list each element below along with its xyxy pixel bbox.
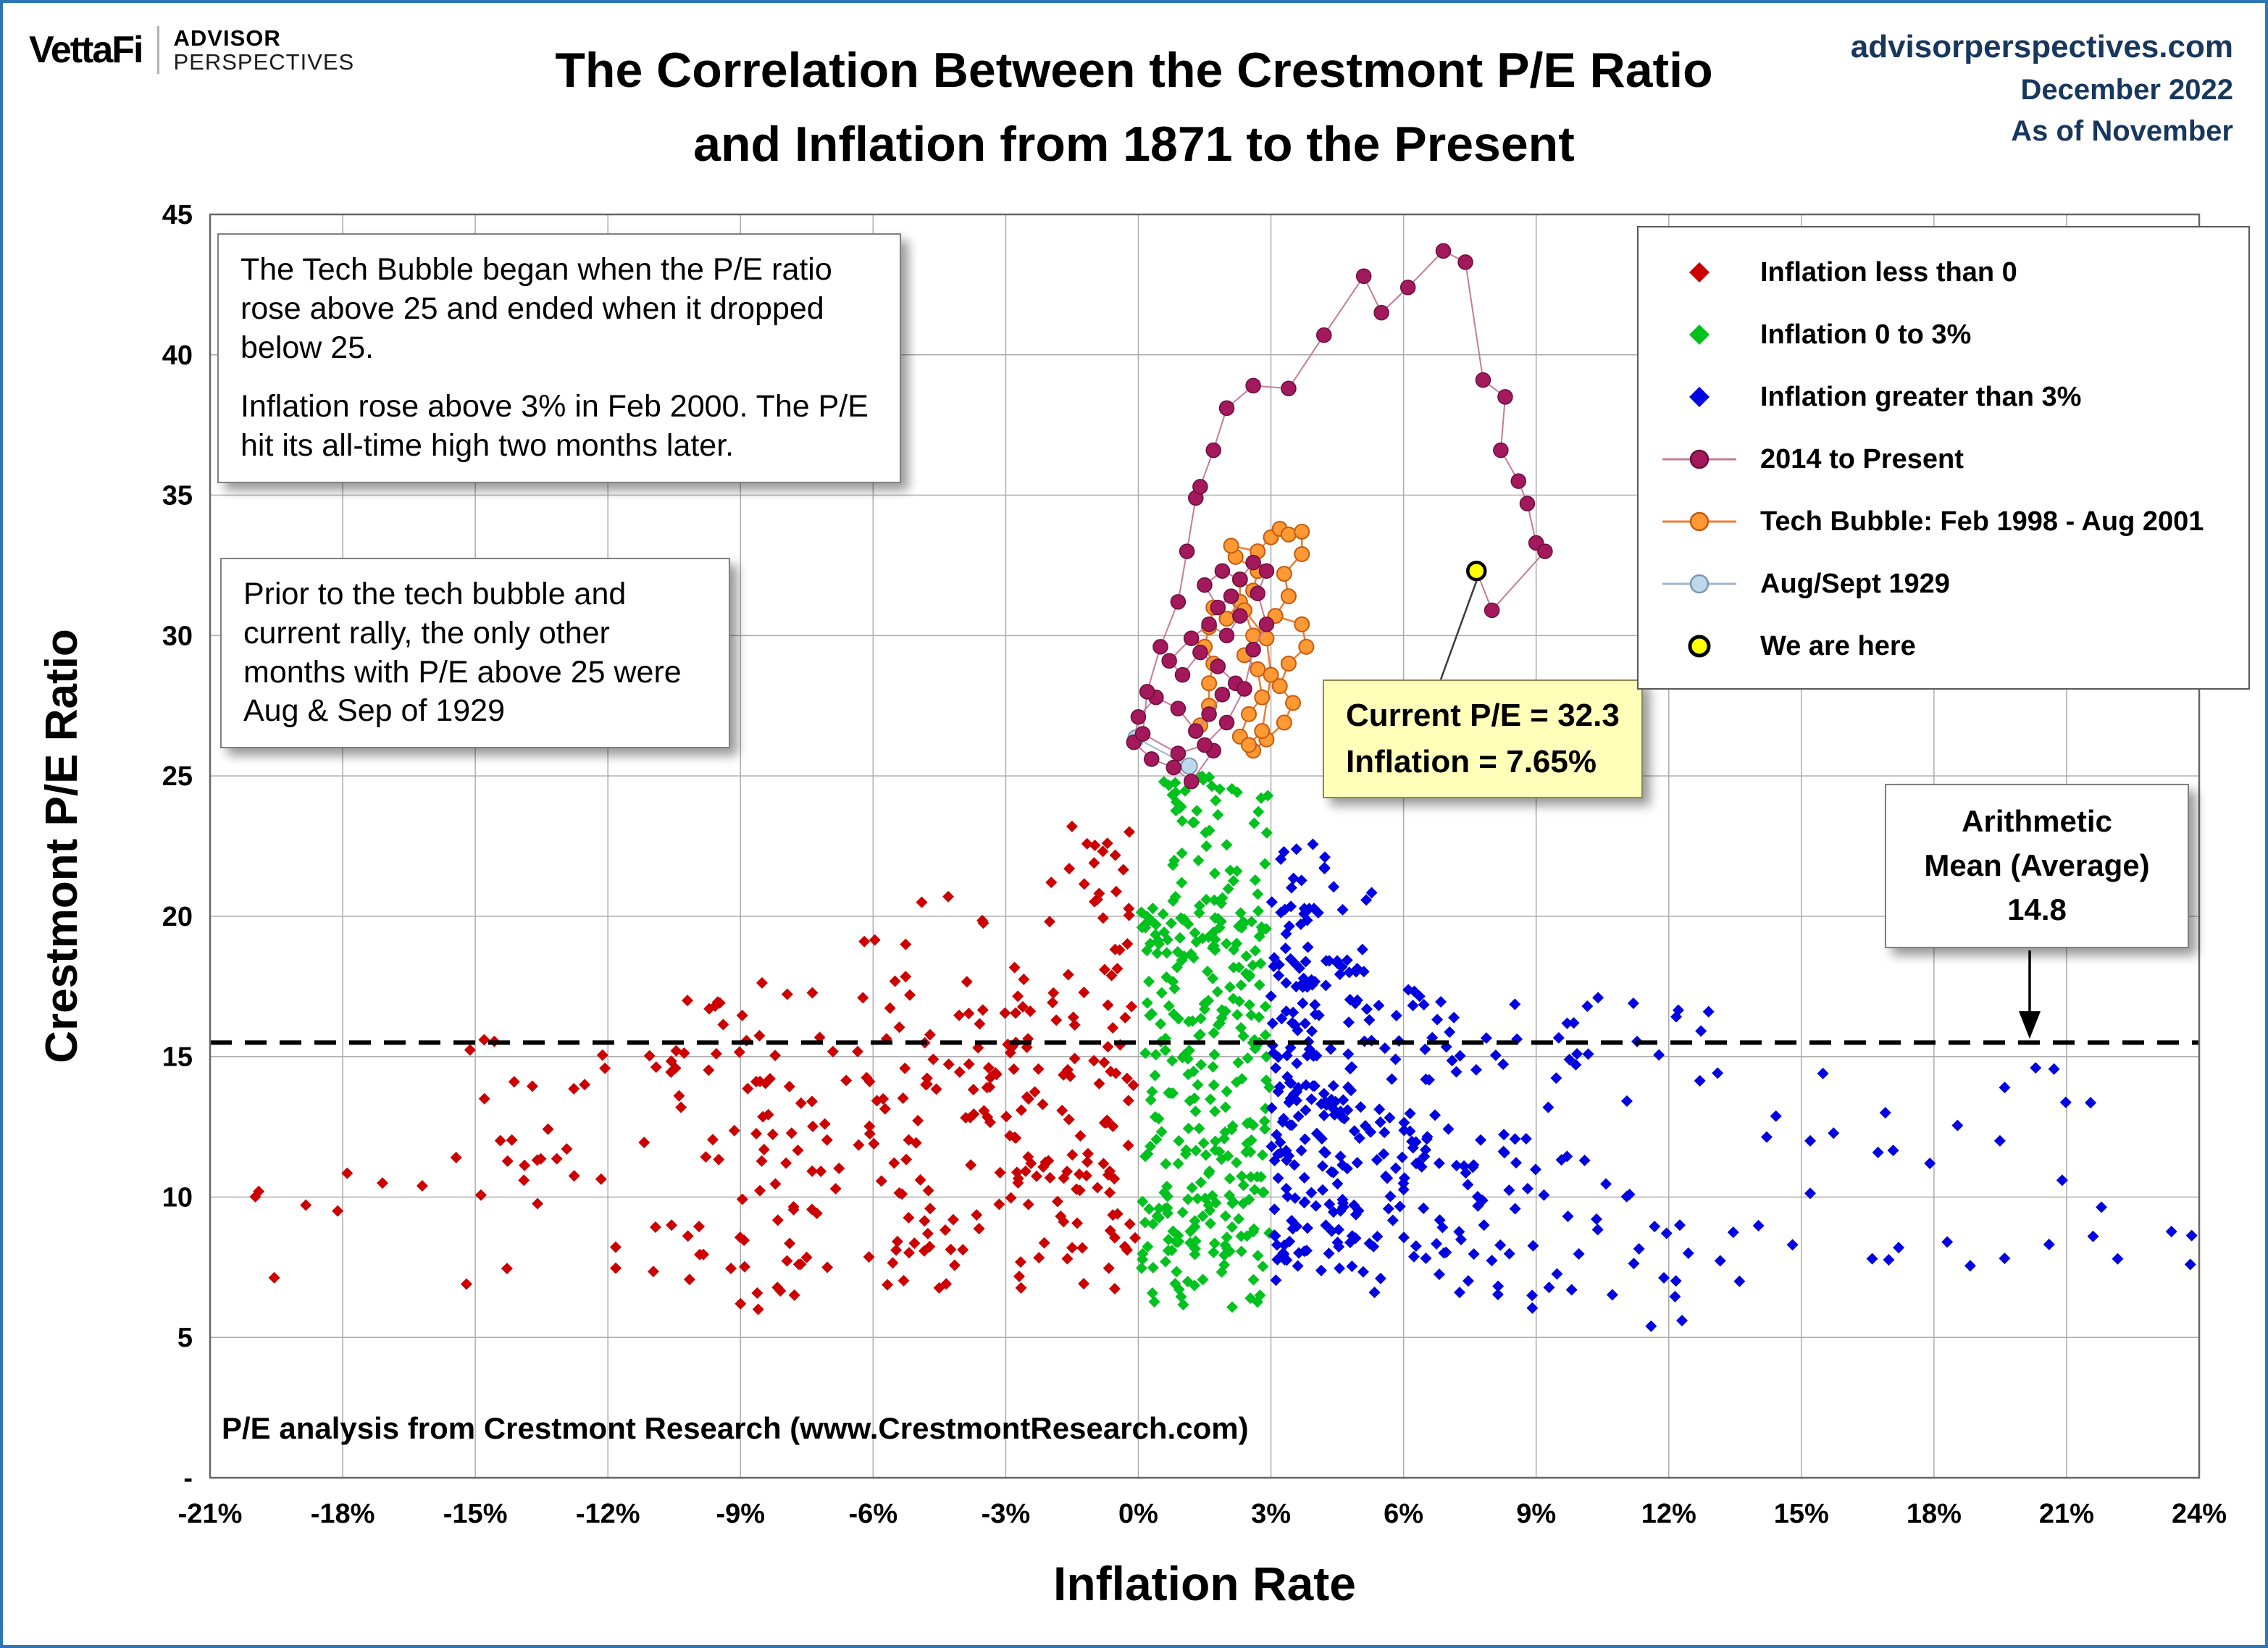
legend-marker-line-circle-icon <box>1639 446 1760 472</box>
tech-bubble-note: The Tech Bubble began when the P/E ratio… <box>217 233 901 483</box>
legend-marker-diamond-icon <box>1639 259 1760 285</box>
legend-marker-ring-circle-icon <box>1639 632 1760 661</box>
advisor-logo-line1: ADVISOR <box>173 25 281 51</box>
legend-label: Inflation less than 0 <box>1760 256 2017 288</box>
mean-note-line2: Mean (Average) <box>1924 848 2150 882</box>
svg-text:6%: 6% <box>1384 1499 1423 1529</box>
advisor-perspectives-logo: ADVISOR PERSPECTIVES <box>174 26 355 75</box>
svg-text:24%: 24% <box>2172 1499 2227 1529</box>
mean-arrow <box>2019 950 2041 1039</box>
chart-title: The Correlation Between the Crestmont P/… <box>555 33 1712 181</box>
current-inflation-line: Inflation = 7.65% <box>1346 743 1597 779</box>
series-inflation-0-to-3 <box>1135 770 1276 1313</box>
tech-bubble-note-p2: Inflation rose above 3% in Feb 2000. The… <box>240 389 869 463</box>
legend-label: 2014 to Present <box>1760 443 1964 474</box>
svg-text:40: 40 <box>162 340 193 371</box>
legend-marker-diamond-icon <box>1639 322 1760 348</box>
svg-text:-6%: -6% <box>849 1499 898 1529</box>
svg-text:9%: 9% <box>1516 1499 1556 1529</box>
legend-item-5: Aug/Sept 1929 <box>1639 556 2248 611</box>
svg-text:35: 35 <box>162 481 193 511</box>
series-inflation-below-0 <box>249 820 1142 1316</box>
legend-item-0: Inflation less than 0 <box>1639 245 2248 300</box>
series-2014-present <box>1126 243 1553 790</box>
publication-date: December 2022 <box>2020 74 2233 106</box>
advisor-logo-line2: PERSPECTIVES <box>173 49 355 75</box>
legend-label: Inflation greater than 3% <box>1760 381 2082 412</box>
svg-text:25: 25 <box>162 761 193 792</box>
svg-text:30: 30 <box>162 621 193 651</box>
legend-marker-diamond-icon <box>1639 384 1760 410</box>
chart-legend: Inflation less than 0 Inflation 0 to 3% In… <box>1637 226 2250 690</box>
current-pe-callout: Current P/E = 32.3 Inflation = 7.65% <box>1323 679 1643 798</box>
legend-label: Tech Bubble: Feb 1998 - Aug 2001 <box>1760 506 2204 537</box>
tech-bubble-note-p1: The Tech Bubble began when the P/E ratio… <box>240 252 832 365</box>
legend-item-3: 2014 to Present <box>1639 432 2248 487</box>
svg-text:20: 20 <box>162 902 193 932</box>
svg-text:45: 45 <box>162 200 193 230</box>
source-credit: P/E analysis from Crestmont Research (ww… <box>222 1411 1249 1445</box>
mean-note-value: 14.8 <box>2007 892 2067 927</box>
series-inflation-above-3 <box>1265 838 2198 1332</box>
svg-text:18%: 18% <box>1907 1499 1962 1529</box>
svg-text:-: - <box>183 1463 193 1494</box>
svg-text:-12%: -12% <box>576 1499 640 1529</box>
legend-label: Aug/Sept 1929 <box>1760 568 1950 599</box>
svg-text:-9%: -9% <box>716 1499 765 1529</box>
current-pe-callout-line <box>1439 580 1478 680</box>
y-axis-title: Crestmont P/E Ratio <box>37 629 87 1063</box>
publication-site: advisorperspectives.com <box>1850 29 2233 64</box>
svg-text:0%: 0% <box>1118 1499 1158 1529</box>
vettafi-logo: VettaFi ADVISOR PERSPECTIVES <box>29 26 354 75</box>
series-tech-bubble <box>1192 521 1315 759</box>
current-pe-line: Current P/E = 32.3 <box>1346 698 1620 733</box>
mean-note-line1: Arithmetic <box>1962 804 2112 838</box>
x-axis-title: Inflation Rate <box>1053 1557 1356 1610</box>
chart-title-line1: The Correlation Between the Crestmont P/… <box>555 43 1713 98</box>
legend-item-4: Tech Bubble: Feb 1998 - Aug 2001 <box>1639 494 2248 549</box>
svg-text:3%: 3% <box>1251 1499 1291 1529</box>
publication-as-of: As of November <box>2011 115 2233 148</box>
svg-text:-18%: -18% <box>311 1499 375 1529</box>
legend-item-2: Inflation greater than 3% <box>1639 369 2248 424</box>
vettafi-logo-text: VettaFi <box>29 29 143 72</box>
publication-info: advisorperspectives.com December 2022 As… <box>1851 25 2233 152</box>
svg-text:-21%: -21% <box>178 1499 243 1529</box>
prior-1929-note: Prior to the tech bubble and current ral… <box>220 558 730 748</box>
legend-marker-line-circle-icon <box>1639 509 1760 535</box>
svg-text:5: 5 <box>177 1323 193 1353</box>
legend-label: Inflation 0 to 3% <box>1760 319 1972 350</box>
legend-item-1: Inflation 0 to 3% <box>1639 307 2248 362</box>
chart-title-line2: and Inflation from 1871 to the Present <box>693 117 1575 172</box>
y-axis-tick-labels: - 5 10 15 20 25 30 35 40 45 <box>162 200 193 1494</box>
svg-text:15%: 15% <box>1774 1499 1829 1529</box>
svg-text:10: 10 <box>162 1182 193 1213</box>
svg-text:21%: 21% <box>2039 1499 2094 1529</box>
x-axis-tick-labels: -21% -18% -15% -12% -9% -6% -3% 0% 3% 6% 9% 12% 15% 1… <box>178 1499 2227 1529</box>
legend-label: We are here <box>1760 630 1916 661</box>
legend-marker-line-circle-icon <box>1639 571 1760 597</box>
we-are-here-marker <box>1466 560 1487 582</box>
legend-item-6: We are here <box>1639 619 2248 674</box>
plot-border <box>209 213 2201 1479</box>
svg-text:-3%: -3% <box>982 1499 1031 1529</box>
svg-text:15: 15 <box>162 1042 193 1073</box>
svg-text:-15%: -15% <box>443 1499 508 1529</box>
brand-divider <box>156 26 159 75</box>
prior-1929-note-text: Prior to the tech bubble and current ral… <box>243 577 682 729</box>
arithmetic-mean-note: Arithmetic Mean (Average) 14.8 <box>1885 784 2189 948</box>
svg-text:12%: 12% <box>1641 1499 1696 1529</box>
